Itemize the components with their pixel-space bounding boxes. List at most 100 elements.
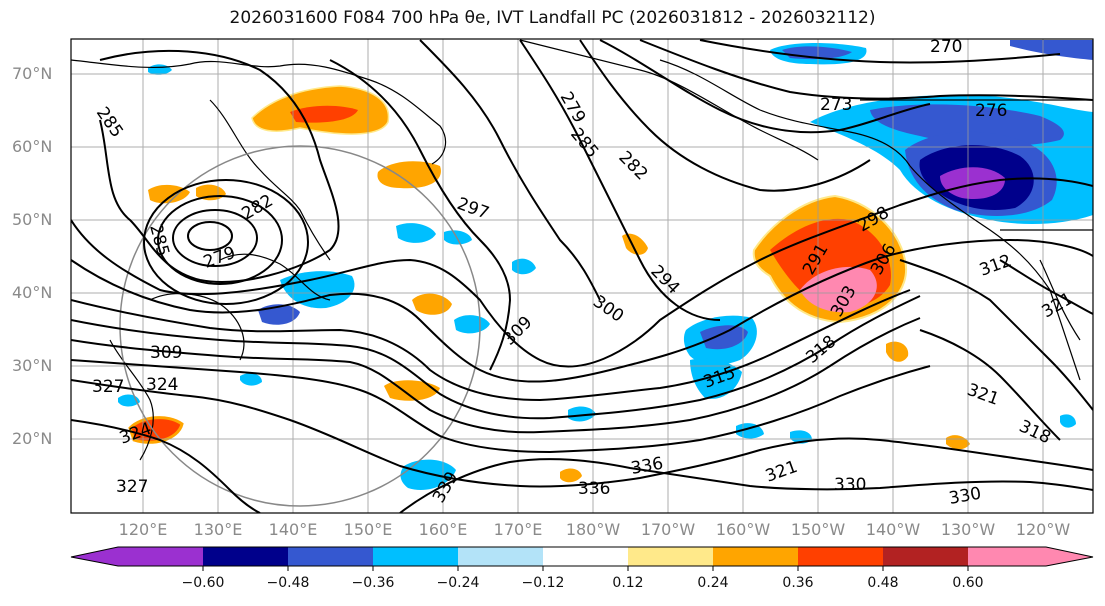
shading-layer bbox=[118, 40, 1093, 490]
colorbar-outline bbox=[70, 546, 1094, 567]
positive-anomaly-region bbox=[290, 105, 358, 123]
contour-label: 309 bbox=[150, 343, 182, 363]
plot-title: 2026031600 F084 700 hPa θe, IVT Landfall… bbox=[229, 8, 876, 28]
lon-label: 150°W bbox=[790, 520, 846, 539]
lon-label: 140°E bbox=[268, 520, 318, 539]
contour-label: 285 bbox=[566, 124, 602, 162]
contour-label: 330 bbox=[947, 484, 982, 509]
contour-label: 318 bbox=[1016, 416, 1054, 448]
contour-label: 321 bbox=[964, 380, 1001, 410]
colorbar-swatch bbox=[373, 547, 458, 566]
contour-label: 297 bbox=[454, 194, 491, 224]
colorbar-swatch bbox=[288, 547, 373, 566]
lon-label: 140°W bbox=[865, 520, 921, 539]
lon-label: 120°W bbox=[1015, 520, 1071, 539]
distance-ring bbox=[119, 145, 481, 507]
contour-label: 312 bbox=[977, 251, 1014, 281]
negative-anomaly-region bbox=[396, 223, 436, 243]
contour-label: 273 bbox=[820, 95, 852, 115]
contour-label: 327 bbox=[116, 477, 148, 497]
colorbar-tick-label: −0.48 bbox=[266, 575, 310, 591]
contour-label: 330 bbox=[834, 475, 866, 495]
negative-anomaly-region bbox=[444, 230, 472, 245]
colorbar-tick-label: 0.24 bbox=[697, 575, 729, 591]
contour-label: 324 bbox=[117, 419, 154, 449]
positive-anomaly-region bbox=[412, 293, 452, 315]
lon-label: 170°E bbox=[493, 520, 543, 539]
lon-label: 120°E bbox=[118, 520, 168, 539]
colorbar-swatch bbox=[968, 547, 1046, 566]
contour-label: 336 bbox=[629, 454, 664, 479]
colorbar-tick-label: 0.60 bbox=[952, 575, 984, 591]
contour-label: 336 bbox=[578, 479, 610, 499]
negative-anomaly-region bbox=[568, 406, 596, 422]
contour-label: 279 bbox=[201, 243, 238, 273]
colorbar bbox=[70, 546, 1094, 571]
lon-label: 160°W bbox=[715, 520, 771, 539]
contour-label: 321 bbox=[763, 457, 800, 487]
colorbar-swatch bbox=[118, 547, 203, 566]
contour-label: 321 bbox=[1039, 289, 1077, 323]
negative-anomaly-region bbox=[1010, 40, 1093, 60]
contour-lines bbox=[71, 39, 1093, 513]
colorbar-tick-label: −0.60 bbox=[181, 575, 225, 591]
lon-label: 130°W bbox=[940, 520, 996, 539]
positive-anomaly-region bbox=[886, 341, 909, 362]
coastlines bbox=[71, 39, 1093, 461]
contour-label: 282 bbox=[239, 191, 277, 225]
colorbar-swatch bbox=[628, 547, 713, 566]
contour-label: 285 bbox=[92, 103, 127, 141]
contour-label: 285 bbox=[145, 222, 173, 259]
colorbar-swatch bbox=[203, 547, 288, 566]
colorbar-swatch bbox=[71, 547, 118, 566]
negative-anomaly-region bbox=[148, 64, 172, 75]
colorbar-swatch bbox=[1046, 547, 1093, 566]
positive-anomaly-region bbox=[946, 435, 970, 450]
lat-label: 60°N bbox=[12, 137, 53, 156]
negative-anomaly-region bbox=[454, 315, 490, 334]
colorbar-swatch bbox=[883, 547, 968, 566]
positive-anomaly-region bbox=[148, 184, 190, 204]
colorbar-tick-label: 0.12 bbox=[612, 575, 644, 591]
negative-anomaly-region bbox=[1060, 414, 1076, 428]
lon-label: 180°W bbox=[565, 520, 621, 539]
contour-label: 300 bbox=[589, 292, 627, 327]
negative-anomaly-region bbox=[400, 459, 456, 490]
contour-label: 279 bbox=[556, 89, 590, 127]
contour-label: 324 bbox=[146, 375, 178, 395]
colorbar-swatch bbox=[458, 547, 543, 566]
colorbar-tick-label: −0.36 bbox=[351, 575, 395, 591]
lon-label: 160°E bbox=[418, 520, 468, 539]
lon-label: 130°E bbox=[193, 520, 243, 539]
positive-anomaly-region bbox=[377, 161, 441, 189]
lat-label: 20°N bbox=[12, 429, 53, 448]
negative-anomaly-region bbox=[690, 358, 742, 399]
lat-label: 40°N bbox=[12, 283, 53, 302]
contour-label: 327 bbox=[92, 377, 124, 397]
lat-label: 50°N bbox=[12, 210, 53, 229]
negative-anomaly-region bbox=[280, 271, 355, 309]
colorbar-tick-label: 0.36 bbox=[782, 575, 814, 591]
map-frame bbox=[70, 38, 1094, 514]
negative-anomaly-region bbox=[940, 167, 1006, 200]
contour-label: 309 bbox=[499, 312, 536, 349]
gridlines bbox=[71, 39, 1093, 513]
lon-label: 150°E bbox=[343, 520, 393, 539]
lat-label: 30°N bbox=[12, 356, 53, 375]
colorbar-tick-label: 0.48 bbox=[867, 575, 899, 591]
contour-label: 270 bbox=[930, 37, 962, 57]
negative-anomaly-region bbox=[700, 325, 748, 350]
lon-label: 170°W bbox=[640, 520, 696, 539]
negative-anomaly-region bbox=[870, 104, 1064, 146]
colorbar-swatch bbox=[798, 547, 883, 566]
negative-anomaly-region bbox=[240, 373, 262, 386]
colorbar-swatch bbox=[713, 547, 798, 566]
contour-label: 276 bbox=[975, 101, 1007, 121]
contour-label: 282 bbox=[614, 147, 651, 184]
colorbar-tick-label: −0.12 bbox=[521, 575, 565, 591]
lat-label: 70°N bbox=[12, 64, 53, 83]
negative-anomaly-region bbox=[512, 258, 536, 275]
colorbar-swatch bbox=[543, 547, 628, 566]
positive-anomaly-region bbox=[800, 266, 877, 313]
